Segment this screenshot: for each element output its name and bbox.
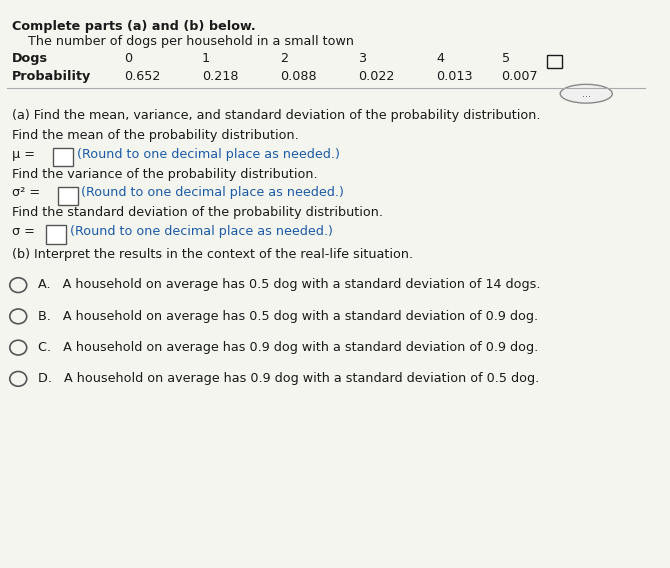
Text: 0.088: 0.088 [280, 70, 317, 83]
Text: 0.652: 0.652 [124, 70, 160, 83]
Text: 0: 0 [124, 52, 132, 65]
Text: 0.022: 0.022 [358, 70, 395, 83]
Text: (Round to one decimal place as needed.): (Round to one decimal place as needed.) [70, 225, 333, 238]
Text: 1: 1 [202, 52, 210, 65]
Text: (Round to one decimal place as needed.): (Round to one decimal place as needed.) [77, 148, 340, 161]
Text: (a) Find the mean, variance, and standard deviation of the probability distribut: (a) Find the mean, variance, and standar… [12, 109, 540, 122]
Text: Probability: Probability [12, 70, 91, 83]
FancyBboxPatch shape [58, 187, 78, 205]
Text: 3: 3 [358, 52, 366, 65]
Text: σ =: σ = [12, 225, 35, 238]
Text: 0.007: 0.007 [502, 70, 538, 83]
Text: Find the mean of the probability distribution.: Find the mean of the probability distrib… [12, 129, 298, 142]
Text: (Round to one decimal place as needed.): (Round to one decimal place as needed.) [82, 186, 344, 199]
Text: B.   A household on average has 0.5 dog with a standard deviation of 0.9 dog.: B. A household on average has 0.5 dog wi… [38, 310, 538, 323]
Text: 5: 5 [502, 52, 510, 65]
Text: D.   A household on average has 0.9 dog with a standard deviation of 0.5 dog.: D. A household on average has 0.9 dog wi… [38, 372, 539, 385]
Text: 2: 2 [280, 52, 288, 65]
Text: Find the variance of the probability distribution.: Find the variance of the probability dis… [12, 168, 318, 181]
Text: The number of dogs per household in a small town: The number of dogs per household in a sm… [12, 35, 354, 48]
Text: Find the standard deviation of the probability distribution.: Find the standard deviation of the proba… [12, 206, 383, 219]
Text: C.   A household on average has 0.9 dog with a standard deviation of 0.9 dog.: C. A household on average has 0.9 dog wi… [38, 341, 538, 354]
Text: Complete parts (a) and (b) below.: Complete parts (a) and (b) below. [12, 20, 255, 33]
Text: Dogs: Dogs [12, 52, 48, 65]
Text: μ =: μ = [12, 148, 35, 161]
Text: 0.013: 0.013 [436, 70, 473, 83]
Text: 0.218: 0.218 [202, 70, 239, 83]
Text: ...: ... [582, 89, 591, 99]
Text: (b) Interpret the results in the context of the real-life situation.: (b) Interpret the results in the context… [12, 248, 413, 261]
FancyBboxPatch shape [46, 225, 66, 244]
FancyBboxPatch shape [54, 148, 73, 166]
Text: σ² =: σ² = [12, 186, 40, 199]
Text: 4: 4 [436, 52, 444, 65]
Text: A.   A household on average has 0.5 dog with a standard deviation of 14 dogs.: A. A household on average has 0.5 dog wi… [38, 278, 540, 291]
Ellipse shape [560, 85, 612, 103]
